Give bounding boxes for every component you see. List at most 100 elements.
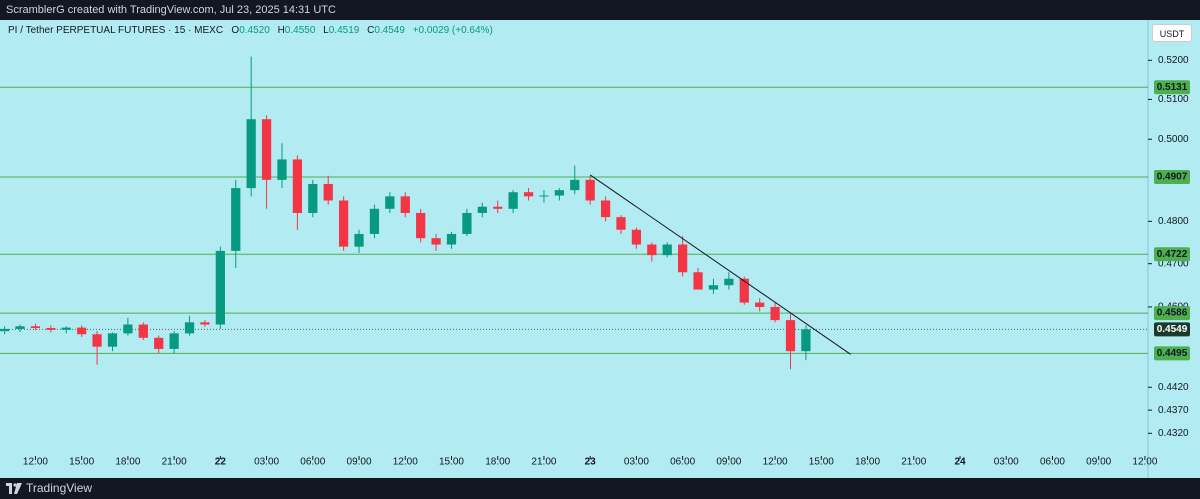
candle-body	[107, 333, 118, 347]
c-value: 0.4549	[374, 25, 405, 36]
level-label-box	[1154, 306, 1190, 321]
y-tick-label: 0.4700	[1158, 258, 1189, 269]
candle-body	[446, 233, 457, 245]
candle-body	[292, 159, 303, 213]
candle-body	[770, 306, 780, 321]
candle-body	[77, 327, 87, 335]
header: ScramblerG created with TradingView.com,…	[0, 0, 1200, 20]
x-tick-label: 06:00	[1040, 457, 1065, 468]
candle-body	[92, 334, 102, 347]
brand: TradingView	[26, 481, 93, 495]
candle-body	[30, 326, 41, 329]
candle-body	[431, 238, 441, 245]
candle-body	[277, 159, 287, 180]
x-tick-label: 18:00	[855, 457, 880, 468]
x-tick-label: 23	[585, 457, 597, 468]
symbol: PI / Tether PERPETUAL FUTURES · 15 · MEX…	[8, 25, 224, 36]
o-label: O	[231, 25, 240, 36]
candle-body	[662, 244, 672, 256]
x-tick-label: 15:00	[809, 457, 834, 468]
h-label: H	[277, 25, 285, 36]
candle-body	[369, 208, 380, 234]
last-price-label: 0.4549	[1157, 324, 1188, 335]
candle-body	[493, 206, 503, 209]
plot-background	[0, 20, 1200, 478]
candle-body	[308, 183, 318, 213]
candle-body	[215, 250, 225, 325]
y-tick-label: 0.4320	[1158, 428, 1189, 439]
h-value: 0.4550	[284, 25, 316, 36]
candle-body	[246, 119, 256, 189]
candle-body	[46, 328, 56, 330]
l-label: L	[323, 25, 329, 36]
candle-body	[508, 192, 518, 209]
candle-body	[693, 272, 703, 290]
candle-body	[169, 333, 179, 349]
candle-body	[477, 206, 487, 213]
y-tick-label: 0.5100	[1158, 94, 1189, 105]
candle-body	[554, 190, 564, 196]
candle-body	[138, 324, 148, 338]
y-tick-label: 0.4800	[1158, 216, 1189, 227]
candle-body	[184, 322, 195, 334]
candle-body	[739, 278, 749, 303]
candle-body	[400, 196, 410, 213]
x-tick-label: 09:00	[1086, 457, 1111, 468]
level-label-box	[1154, 169, 1190, 184]
legend: PI / Tether PERPETUAL FUTURES · 15 · MEX…	[8, 25, 498, 36]
x-tick-label: 06:00	[300, 457, 325, 468]
y-tick-label: 0.5000	[1158, 134, 1189, 145]
candle-body	[231, 188, 241, 251]
chart: 0.52000.51000.50000.48000.47000.46000.44…	[0, 20, 1200, 478]
x-tick-label: 12:00	[393, 457, 418, 468]
last-price-box	[1154, 322, 1190, 337]
x-tick-label: 03:00	[254, 457, 279, 468]
level-label: 0.4586	[1157, 308, 1188, 319]
candle-body	[15, 326, 25, 329]
level-label-box	[1154, 247, 1190, 262]
candle-body	[339, 200, 349, 247]
x-tick-label: 21:00	[901, 457, 926, 468]
x-tick-label: 09:00	[716, 457, 741, 468]
candle-body	[785, 320, 796, 352]
y-tick-label: 0.4420	[1158, 382, 1189, 393]
x-tick-label: 12:00	[1132, 457, 1157, 468]
candle-body	[323, 183, 333, 201]
change: +0.0029 (+0.64%)	[412, 25, 493, 36]
o-value: 0.4520	[239, 25, 270, 36]
candle-body	[647, 244, 657, 256]
level-label: 0.4495	[1157, 348, 1188, 359]
candle-body	[416, 212, 426, 239]
y-tick-label: 0.4370	[1158, 405, 1189, 416]
candle-body	[123, 324, 133, 334]
candle-body	[354, 233, 364, 247]
currency-button[interactable]: USDT	[1152, 24, 1192, 42]
level-label-box	[1154, 346, 1190, 361]
candle-body	[462, 212, 472, 234]
candle-body	[523, 192, 534, 197]
x-tick-label: 03:00	[624, 457, 649, 468]
candle-body	[678, 244, 688, 273]
candle-body	[61, 327, 71, 330]
trendline	[589, 174, 851, 355]
candle-body	[724, 278, 734, 286]
x-tick-label: 12:00	[763, 457, 788, 468]
x-tick-label: 18:00	[485, 457, 510, 468]
candle-body	[585, 179, 595, 201]
x-tick-label: 09:00	[347, 457, 372, 468]
candle-body	[708, 285, 719, 290]
x-tick-label: 21:00	[162, 457, 187, 468]
footer: TradingView	[0, 478, 1200, 499]
level-label-box	[1154, 80, 1190, 95]
x-tick-label: 24	[954, 457, 966, 468]
candle-body	[385, 196, 395, 209]
l-value: 0.4519	[328, 25, 360, 36]
candle-body	[616, 217, 626, 230]
candle-body	[631, 229, 642, 245]
y-tick-label: 0.5200	[1158, 55, 1189, 66]
candle-body	[600, 200, 611, 218]
x-tick-label: 22	[215, 457, 227, 468]
c-label: C	[367, 25, 375, 36]
candle-body	[801, 329, 811, 352]
